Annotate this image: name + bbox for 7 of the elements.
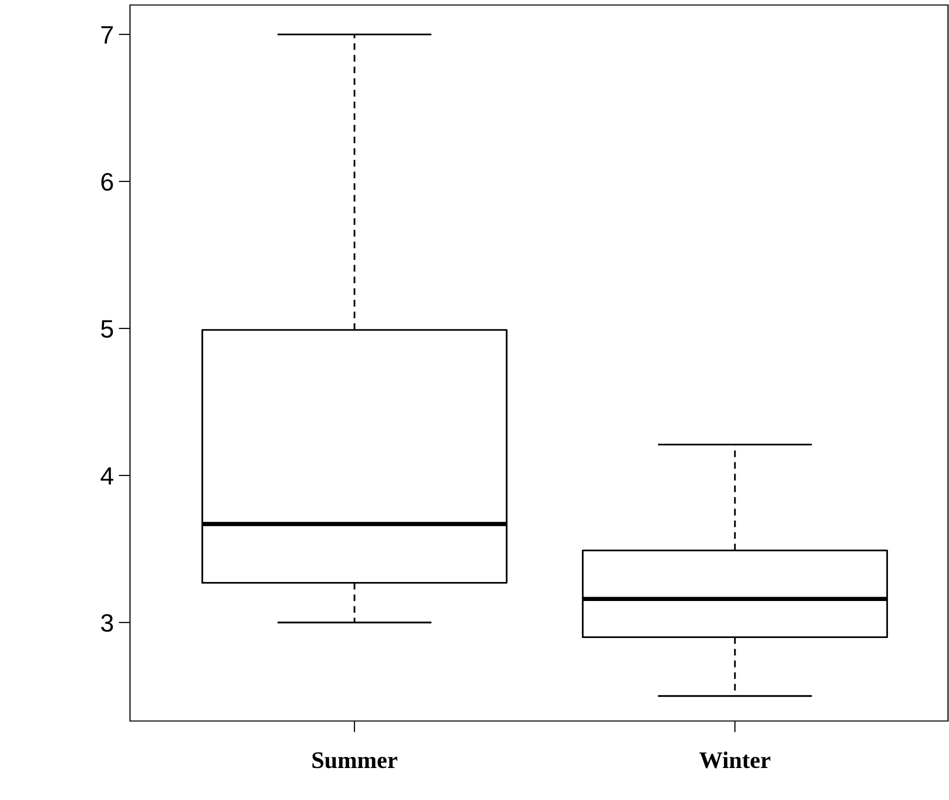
y-tick-label: 3 — [101, 614, 113, 632]
x-tick-label: Summer — [312, 752, 398, 768]
y-tick-label: 5 — [101, 320, 113, 338]
y-tick-label: 4 — [100, 467, 114, 485]
y-tick-label: 6 — [101, 173, 113, 191]
x-tick-label: Winter — [699, 752, 770, 768]
y-tick-label: 7 — [101, 26, 113, 44]
